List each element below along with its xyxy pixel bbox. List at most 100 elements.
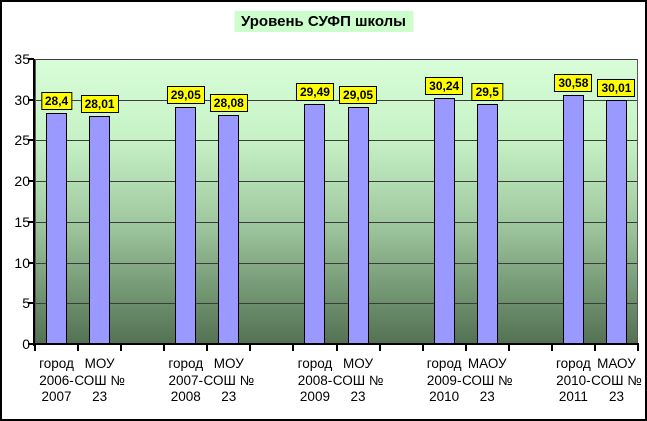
- x-tick-mark: [550, 345, 553, 351]
- bar-город-2010-2011: [562, 94, 584, 344]
- x-category-label-line: СОШ №: [461, 372, 513, 388]
- x-category-label: город 2008- 2009: [284, 356, 346, 406]
- x-tick-mark: [163, 345, 166, 351]
- gridline-y-30: [36, 99, 637, 101]
- x-category-label-line: МАОУ: [597, 356, 636, 371]
- y-tick-mark: [28, 98, 34, 101]
- bar-value-label: 28,4: [40, 91, 73, 110]
- x-tick-mark: [292, 345, 295, 351]
- bar-value-label: 30,01: [597, 78, 636, 97]
- x-tick-mark: [335, 345, 338, 351]
- x-category-label-line: 2010: [429, 389, 460, 404]
- x-category-label-line: МОУ: [213, 356, 244, 371]
- x-tick-mark: [378, 345, 381, 351]
- x-category-label-line: 2009-: [426, 372, 462, 388]
- x-category-label-line: город: [426, 356, 462, 371]
- x-category-label-line: МАОУ: [467, 356, 507, 371]
- y-tick-mark: [28, 302, 34, 305]
- x-category-label-line: 2009: [299, 389, 330, 404]
- bar-value-label: 30,58: [554, 73, 593, 92]
- x-category-label: город 2009- 2010: [413, 356, 475, 406]
- x-category-label: МОУ СОШ № 23: [327, 356, 389, 406]
- gridline-y-15: [36, 221, 637, 223]
- y-tick-label: 5: [22, 295, 30, 312]
- bar-МОУ-СОШ-№-23: [89, 115, 111, 344]
- x-category-label: МОУ СОШ № 23: [198, 356, 260, 406]
- bar-value-label: 28,08: [209, 94, 248, 113]
- x-category-label: город 2007- 2008: [155, 356, 217, 406]
- x-category-label-line: 2008-: [297, 372, 333, 388]
- y-tick-label: 10: [14, 254, 30, 271]
- x-category-label-line: МОУ: [343, 356, 374, 371]
- x-category-label-line: 23: [92, 389, 108, 404]
- x-category-label-line: СОШ №: [74, 372, 125, 388]
- x-category-label-line: МОУ: [84, 356, 115, 371]
- y-tick-label: 25: [14, 132, 30, 149]
- x-category-label-line: СОШ №: [203, 372, 255, 388]
- x-category-label-line: город: [297, 356, 333, 371]
- y-tick-mark: [28, 343, 34, 345]
- x-category-label-line: 23: [479, 389, 495, 404]
- x-category-label-line: 2006-: [39, 372, 74, 388]
- x-category-label: МОУ СОШ № 23: [69, 356, 131, 406]
- x-tick-mark: [206, 345, 209, 351]
- bar-город-2009-2010: [433, 97, 455, 344]
- y-tick-label: 30: [14, 91, 30, 108]
- gridline-y-5: [36, 303, 637, 305]
- chart-title: Уровень СУФП школы: [234, 11, 413, 32]
- y-tick-mark: [28, 58, 34, 60]
- bar-МАОУ-СОШ-№-23: [476, 103, 498, 344]
- x-category-label-line: 23: [608, 389, 624, 404]
- bar-value-label: 28,01: [80, 94, 119, 113]
- x-category-label-line: СОШ №: [591, 372, 642, 388]
- bar-value-label: 29,05: [339, 86, 378, 105]
- x-category-label: город 2010- 2011: [542, 356, 604, 406]
- y-tick-label: 35: [14, 51, 30, 67]
- gridline-y-35: [36, 59, 637, 60]
- y-tick-mark: [28, 139, 34, 142]
- x-tick-mark: [421, 345, 424, 351]
- x-category-label-line: 2011: [558, 389, 588, 404]
- x-category-label-line: город: [39, 356, 74, 371]
- x-category-label-line: город: [556, 356, 591, 371]
- bar-город-2007-2008: [175, 107, 197, 344]
- x-category-label: город 2006- 2007: [26, 356, 88, 406]
- gridline-y-20: [36, 181, 637, 183]
- x-category-label: МАОУ СОШ № 23: [585, 356, 645, 406]
- x-tick-mark: [249, 345, 252, 351]
- x-category-label-line: 23: [221, 389, 237, 404]
- y-tick-label: 15: [14, 213, 30, 230]
- x-tick-mark: [34, 345, 36, 351]
- y-axis-line: [33, 59, 35, 346]
- x-tick-mark: [637, 345, 639, 351]
- x-tick-mark: [593, 345, 596, 351]
- x-category-label-line: 2007: [41, 389, 72, 404]
- x-tick-mark: [507, 345, 510, 351]
- x-category-label-line: город: [168, 356, 204, 371]
- y-tick-mark: [28, 261, 34, 264]
- bar-МОУ-СОШ-№-23: [347, 107, 369, 344]
- bar-МАОУ-СОШ-№-23: [605, 99, 627, 344]
- x-tick-mark: [464, 345, 467, 351]
- x-tick-mark: [120, 345, 123, 351]
- bar-город-2006-2007: [46, 112, 68, 344]
- y-tick-label: 0: [22, 336, 30, 352]
- bar-value-label: 29,5: [471, 82, 503, 101]
- bar-город-2008-2009: [304, 103, 326, 344]
- gridline-y-10: [36, 262, 637, 264]
- y-tick-label: 20: [14, 173, 30, 190]
- y-tick-mark: [28, 220, 34, 223]
- bar-value-label: 30,24: [425, 76, 464, 95]
- x-category-label-line: 23: [350, 389, 366, 404]
- y-tick-mark: [28, 180, 34, 183]
- x-category-label-line: 2008: [170, 389, 201, 404]
- bar-value-label: 29,05: [166, 86, 205, 105]
- x-category-label-line: СОШ №: [332, 372, 384, 388]
- bar-value-label: 29,49: [295, 82, 334, 101]
- x-category-label-line: 2007-: [168, 372, 204, 388]
- x-category-label: МАОУ СОШ № 23: [456, 356, 518, 406]
- x-axis-line: [33, 343, 639, 345]
- gridline-y-25: [36, 140, 637, 142]
- plot-area: [35, 59, 638, 344]
